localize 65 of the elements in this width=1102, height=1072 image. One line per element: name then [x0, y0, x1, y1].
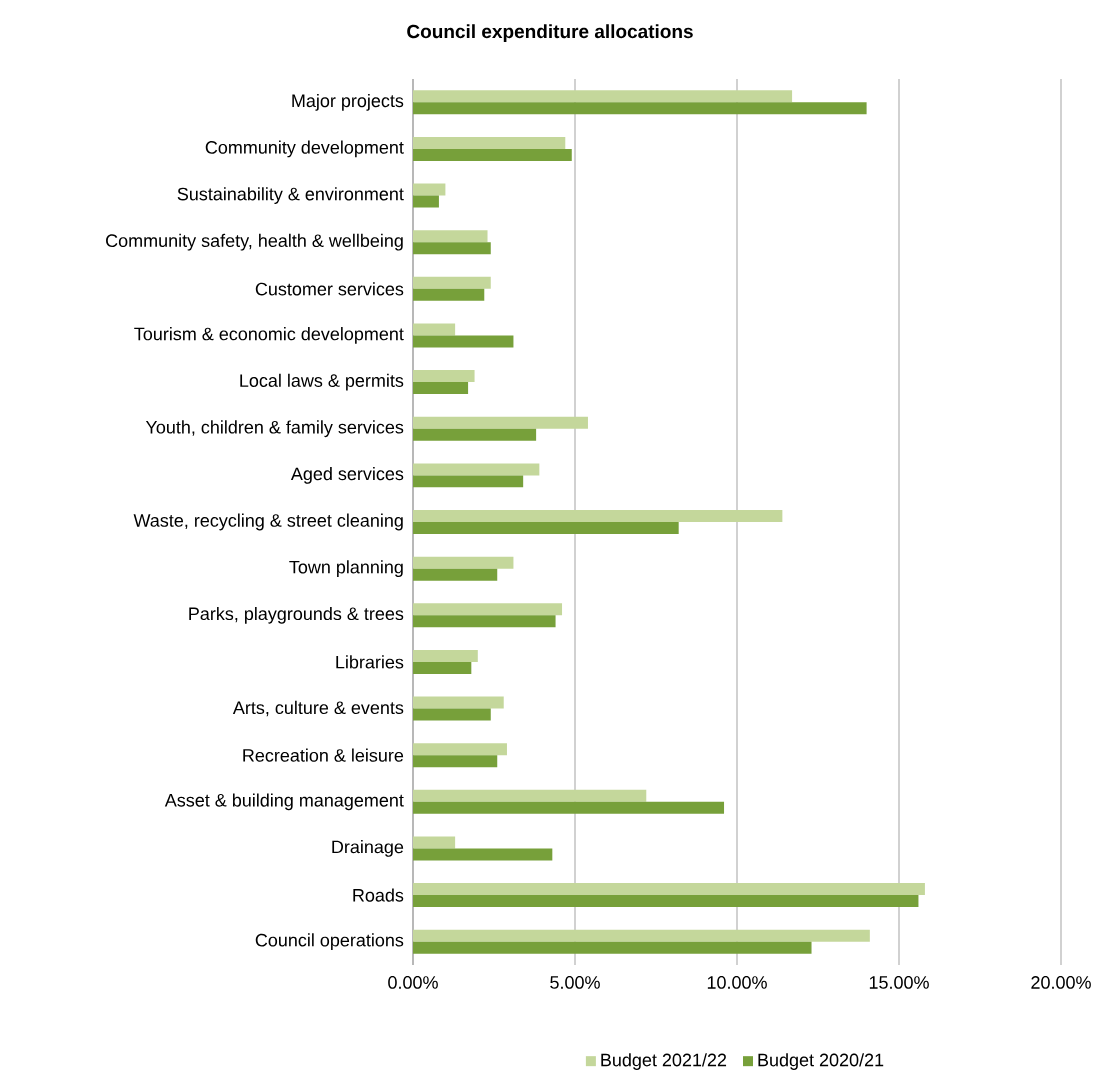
bar: [413, 382, 469, 395]
y-tick-label: Waste, recycling & street cleaning: [133, 513, 403, 531]
y-tick-label: Recreation & leisure: [243, 748, 404, 762]
bar: [413, 323, 456, 336]
bar: [413, 603, 563, 616]
bar: [413, 148, 572, 161]
bar: [413, 428, 537, 441]
y-tick-label: Sustainability & environment: [177, 187, 404, 204]
bar: [413, 416, 588, 429]
bar: [413, 556, 514, 569]
x-tick-label: 10.00%: [707, 976, 767, 989]
bar: [413, 649, 478, 662]
bar: [413, 755, 498, 768]
y-tick-label: Community safety, health & wellbeing: [106, 233, 403, 251]
bar: [413, 696, 504, 709]
y-tick-label: Customer services: [255, 282, 404, 296]
bar: [413, 929, 870, 942]
bar: [413, 661, 472, 674]
y-tick-label: Libraries: [336, 655, 404, 669]
x-tick-label: 0.00%: [388, 976, 438, 989]
y-tick-label: Local laws & permits: [240, 373, 404, 391]
legend-label: Budget 2020/21: [758, 1053, 884, 1070]
y-tick-label: Arts, culture & events: [232, 700, 404, 717]
y-tick-label: Aged services: [290, 466, 404, 484]
bar: [413, 522, 679, 535]
y-tick-label: Tourism & economic development: [134, 327, 404, 344]
bar: [413, 568, 498, 581]
bar: [413, 510, 783, 523]
bar: [413, 883, 925, 896]
y-tick-label: Parks, playgrounds & trees: [189, 606, 404, 624]
bar: [413, 335, 514, 348]
bar: [413, 102, 867, 115]
y-tick-label: Roads: [353, 888, 404, 902]
bar: [413, 242, 491, 255]
bar: [413, 836, 456, 849]
y-tick-label: Town planning: [289, 560, 403, 578]
bar: [413, 276, 491, 289]
bar: [413, 370, 475, 383]
x-tick-label: 5.00%: [550, 976, 600, 989]
bar: [413, 895, 919, 908]
bar: [413, 183, 446, 196]
bar: [413, 615, 556, 628]
bar: [413, 708, 491, 721]
bar: [413, 848, 553, 861]
y-tick-label: Youth, children & family services: [145, 420, 404, 438]
bar: [413, 463, 540, 476]
x-tick-label: 20.00%: [1031, 976, 1091, 989]
bar: [413, 743, 507, 756]
y-tick-label: Council operations: [255, 933, 404, 951]
bar: [413, 90, 793, 103]
chart-title: Council expenditure allocations: [407, 24, 693, 42]
bar: [413, 801, 725, 814]
bar: [413, 230, 488, 243]
y-tick-label: Asset & building management: [164, 793, 404, 811]
bar: [413, 136, 566, 149]
bar: [413, 475, 524, 488]
bar: [413, 195, 439, 208]
bar: [413, 288, 485, 301]
y-tick-label: Major projects: [292, 93, 404, 111]
legend-label: Budget 2021/22: [601, 1053, 727, 1070]
bar: [413, 941, 812, 954]
y-tick-label: Drainage: [332, 840, 404, 857]
bar: [413, 789, 647, 802]
y-tick-label: Community development: [205, 140, 404, 158]
x-tick-label: 15.00%: [869, 976, 929, 989]
